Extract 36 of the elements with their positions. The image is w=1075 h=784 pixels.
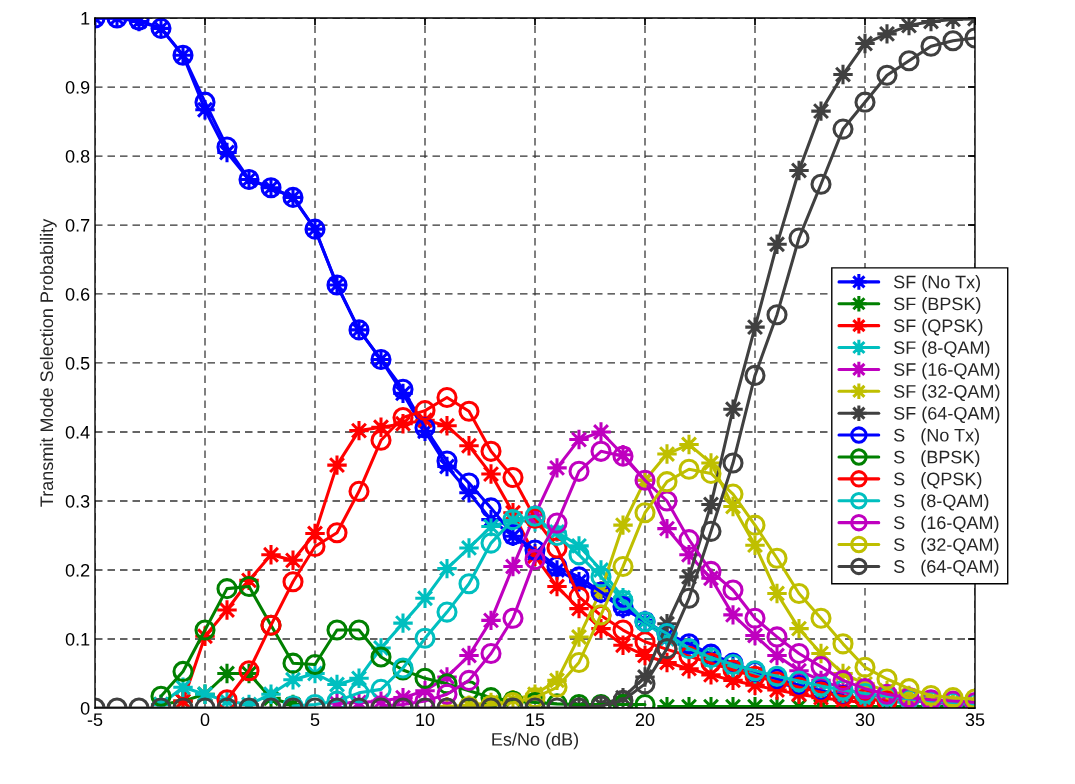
y-tick-label: 0 [80,701,90,715]
legend-label: SF (BPSK) [894,297,981,314]
y-tick-label: 0.2 [65,563,90,577]
x-tick-label: 25 [745,713,765,727]
x-tick-label: 30 [855,713,875,727]
y-tick-label: 0.3 [65,494,90,508]
legend-label: S (QPSK) [894,472,982,489]
legend-label: SF (QPSK) [894,318,983,336]
x-tick-label: 10 [416,713,435,727]
legend-label: S (BPSK) [894,450,980,468]
legend-label: SF (16-QAM) [894,362,1000,380]
y-tick-label: 0.9 [65,80,90,94]
x-tick-label: 20 [635,713,655,727]
y-tick-label: 1 [81,12,90,25]
legend-label: S (No Tx) [894,428,980,446]
x-tick-label: 35 [965,713,985,727]
y-axis-title: Transmit Mode Selection Probability [39,218,57,507]
legend-label: SF (64-QAM) [894,406,1000,424]
y-tick-label: 0.7 [65,218,90,232]
x-axis-title: Es/No (dB) [492,732,579,750]
x-tick-label: -5 [87,713,103,727]
x-tick-label: 5 [310,713,320,727]
x-tick-label: 15 [526,713,545,727]
y-tick-label: 0.4 [65,425,90,439]
y-tick-label: 0.6 [65,287,90,301]
legend-label: S (64-QAM) [894,559,999,577]
legend-label: S (8-QAM) [894,493,989,511]
legend-label: S (32-QAM) [894,537,999,555]
legend-label: SF (8-QAM) [894,340,990,358]
y-tick-label: 0.5 [65,356,90,370]
y-tick-label: 0.1 [65,632,90,646]
legend-label: S (16-QAM) [894,515,999,533]
legend-label: SF (No Tx) [894,275,981,292]
legend-label: SF (32-QAM) [894,384,1000,402]
x-tick-label: 0 [200,713,210,727]
y-tick-label: 0.8 [65,149,90,163]
